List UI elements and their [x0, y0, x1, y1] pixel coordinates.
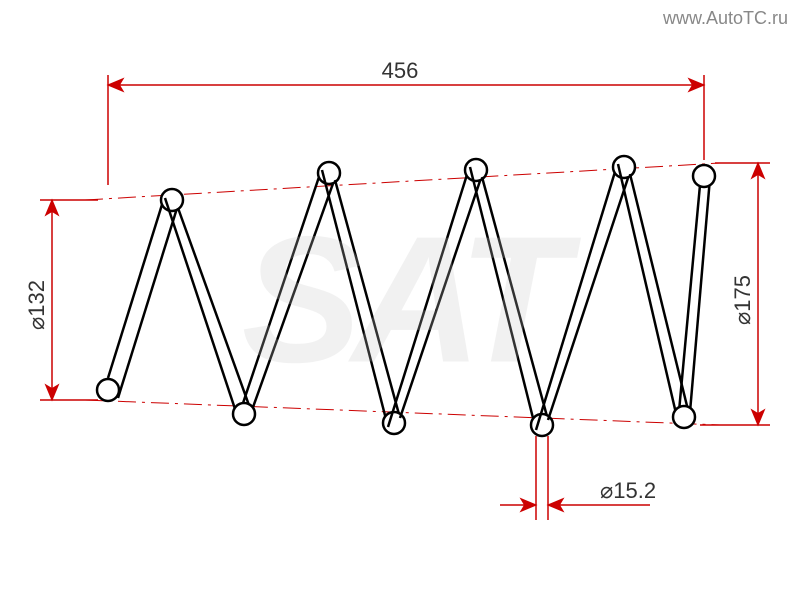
dim-length-value: 456 [382, 58, 419, 83]
spring-diagram: 456 ⌀132 ⌀175 ⌀15.2 [0, 0, 800, 600]
dim-left-diameter: ⌀132 [24, 200, 98, 400]
spring-body [97, 156, 715, 436]
dim-left-dia-value: ⌀132 [24, 280, 49, 330]
dim-wire-diameter: ⌀15.2 [500, 436, 656, 520]
dim-right-diameter: ⌀175 [700, 163, 770, 425]
source-url: www.AutoTC.ru [663, 8, 788, 29]
dim-wire-dia-value: ⌀15.2 [600, 478, 656, 503]
dim-right-dia-value: ⌀175 [730, 275, 755, 325]
